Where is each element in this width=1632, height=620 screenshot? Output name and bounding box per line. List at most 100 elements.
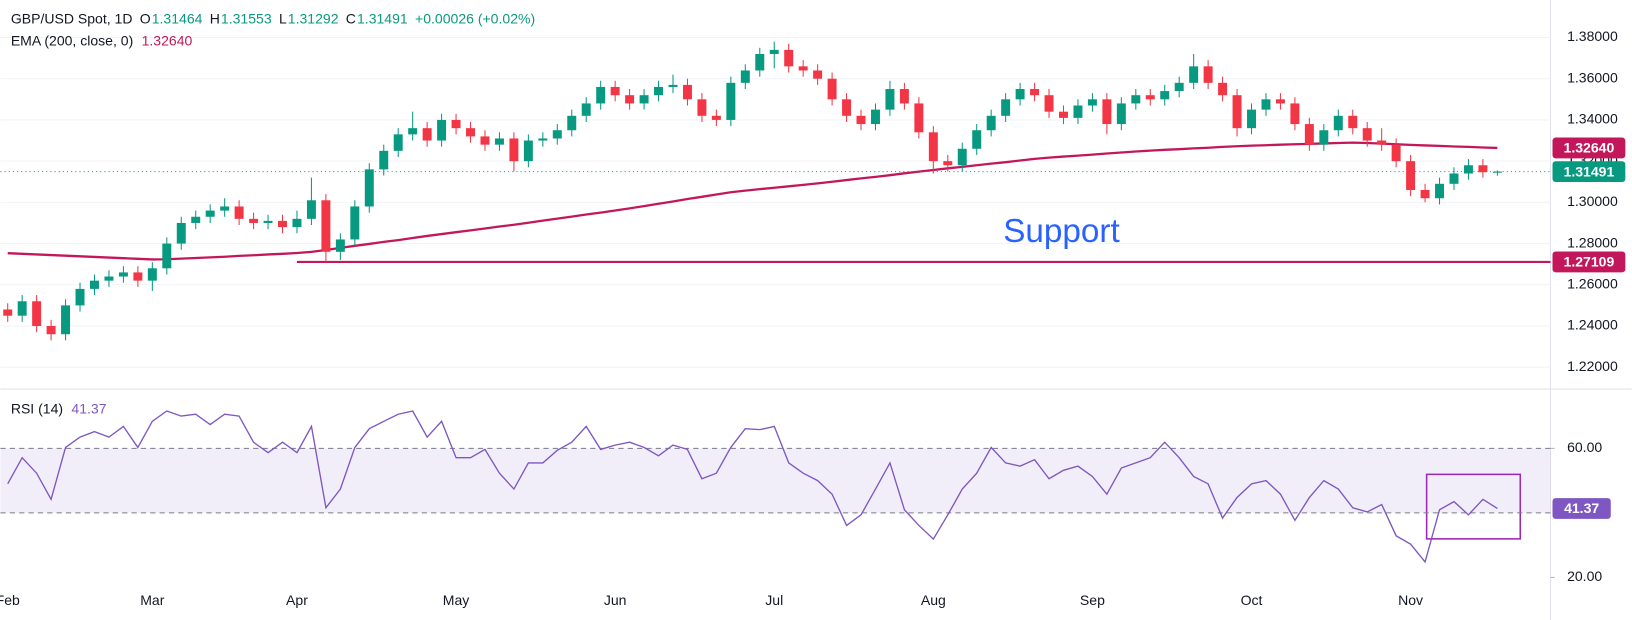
- ohlc-key: H: [210, 10, 220, 26]
- candle-body: [1463, 165, 1473, 174]
- candle-body: [278, 220, 287, 228]
- candle-body: [1116, 103, 1126, 125]
- y-tick-label: 1.38000: [1567, 28, 1618, 44]
- candle-body: [61, 305, 71, 335]
- candle-body: [1449, 173, 1459, 184]
- change: +0.00026 (+0.02%): [415, 10, 535, 26]
- candle-body: [46, 325, 56, 335]
- candle-body: [393, 134, 403, 151]
- close-tag: 1.31491: [1564, 163, 1615, 179]
- candle-body: [856, 115, 866, 125]
- candle-body: [1087, 99, 1097, 106]
- x-tick-label: Sep: [1080, 592, 1105, 608]
- candle-body: [408, 128, 418, 135]
- candle-body: [422, 128, 432, 141]
- candle-body: [1435, 183, 1445, 199]
- rsi-tick-label: 60.00: [1567, 439, 1602, 455]
- y-tick-label: 1.36000: [1567, 69, 1618, 85]
- candle-body: [133, 272, 143, 281]
- candle-body: [205, 210, 215, 217]
- ohlc-key: O: [140, 10, 151, 26]
- candle-body: [1174, 82, 1184, 92]
- candle-body: [147, 268, 157, 281]
- x-tick-label: Mar: [140, 592, 164, 608]
- candle-body: [292, 218, 302, 228]
- candle-body: [538, 138, 548, 141]
- y-tick-label: 1.26000: [1567, 275, 1618, 291]
- candle-body: [466, 128, 476, 137]
- candle-body: [1492, 171, 1502, 173]
- candle-body: [32, 301, 42, 326]
- candle-body: [1102, 99, 1112, 125]
- candle-body: [1304, 124, 1314, 145]
- candle-body: [567, 115, 577, 131]
- candle-body: [162, 243, 172, 269]
- candle-body: [1145, 95, 1155, 100]
- candle-body: [957, 148, 967, 166]
- candle-body: [769, 49, 779, 54]
- ema-line: [7, 141, 1498, 261]
- ema-value: 1.32640: [142, 32, 193, 48]
- candle-body: [596, 86, 606, 104]
- ema-tag-bg: [1552, 137, 1626, 159]
- candle-body: [885, 89, 895, 110]
- candle-body: [75, 288, 85, 306]
- candle-body: [552, 130, 562, 139]
- candle-body: [740, 70, 750, 83]
- support-tag: 1.27109: [1564, 254, 1615, 270]
- candle-body: [1362, 128, 1372, 141]
- candle-body: [668, 84, 678, 87]
- ohlc-key: C: [346, 10, 356, 26]
- candle-body: [335, 239, 345, 252]
- y-tick-label: 1.30000: [1567, 193, 1618, 209]
- candle-body: [1348, 115, 1358, 129]
- candle-body: [104, 276, 114, 281]
- ohlc-value: 1.31491: [357, 10, 408, 26]
- x-tick-label: Apr: [286, 592, 308, 608]
- candle-body: [191, 216, 201, 223]
- x-tick-label: Nov: [1398, 592, 1423, 608]
- y-tick-label: 1.34000: [1567, 111, 1618, 127]
- candle-body: [639, 95, 649, 104]
- candle-body: [798, 66, 808, 71]
- candle-body: [321, 200, 331, 252]
- ema-tag: 1.32640: [1564, 140, 1615, 156]
- candle-body: [90, 280, 99, 289]
- candle-body: [827, 78, 837, 100]
- candle-body: [1030, 89, 1040, 96]
- candle-body: [1232, 95, 1242, 129]
- y-tick-label: 1.22000: [1567, 358, 1618, 374]
- candle-body: [306, 200, 316, 219]
- candle-body: [234, 206, 244, 219]
- candle-body: [1044, 95, 1054, 112]
- close-tag-bg: [1552, 161, 1626, 183]
- candle-body: [263, 220, 273, 223]
- rsi-tick-label: 20.00: [1567, 568, 1602, 584]
- x-tick-label: May: [443, 592, 470, 608]
- candle-body: [17, 301, 27, 316]
- candle-body: [899, 89, 909, 104]
- rsi-value: 41.37: [71, 401, 106, 417]
- candle-body: [711, 115, 721, 120]
- candle-body: [1131, 95, 1141, 104]
- candle-body: [249, 218, 259, 223]
- candle-body: [1189, 66, 1199, 83]
- candle-body: [755, 53, 765, 71]
- candle-body: [784, 49, 794, 67]
- candle-body: [1203, 66, 1213, 83]
- candle-body: [451, 119, 461, 129]
- candle-body: [1218, 82, 1228, 96]
- candle-body: [972, 130, 982, 149]
- x-tick-label: Oct: [1241, 592, 1263, 608]
- candle-body: [118, 272, 128, 277]
- candle-body: [625, 95, 635, 104]
- candle-body: [1073, 105, 1083, 118]
- rsi-name: RSI (14): [11, 401, 63, 417]
- candle-body: [697, 99, 707, 116]
- rsi-tag-bg: [1552, 498, 1611, 519]
- y-tick-label: 1.28000: [1567, 234, 1618, 250]
- candle-body: [813, 70, 823, 79]
